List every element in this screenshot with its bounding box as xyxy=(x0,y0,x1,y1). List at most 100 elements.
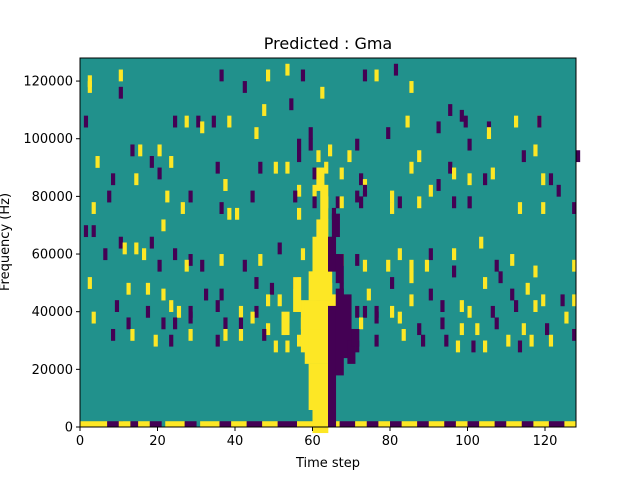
heatmap-cell xyxy=(355,254,360,266)
heatmap-cell xyxy=(390,202,395,214)
heatmap-cell xyxy=(467,305,472,318)
heatmap-cell xyxy=(130,328,135,341)
heatmap-region xyxy=(347,340,356,364)
heatmap-cell xyxy=(483,277,488,289)
heatmap-cell xyxy=(359,173,364,186)
heatmap-cell xyxy=(169,334,174,347)
heatmap-cell xyxy=(262,104,267,116)
heatmap-cell xyxy=(161,219,166,232)
plot-area xyxy=(80,58,581,434)
heatmap-cell xyxy=(118,236,123,249)
heatmap-cell xyxy=(459,109,464,122)
heatmap-cell-bottom xyxy=(390,421,402,428)
heatmap-cell xyxy=(157,144,162,157)
heatmap-cell xyxy=(490,305,495,318)
heatmap-region xyxy=(328,305,337,428)
heatmap-cell xyxy=(173,317,178,330)
heatmap-cell xyxy=(576,150,581,163)
heatmap-cell-bottom xyxy=(455,421,468,428)
heatmap-cell-bottom xyxy=(138,421,151,428)
heatmap-cell xyxy=(409,81,414,93)
heatmap-cell xyxy=(494,259,499,272)
heatmap-cell xyxy=(417,323,422,336)
heatmap-cell xyxy=(463,115,468,128)
heatmap-cell xyxy=(390,305,395,318)
heatmap-cell-bottom xyxy=(521,421,534,428)
heatmap-cell xyxy=(517,202,523,214)
heatmap-cell xyxy=(374,69,379,82)
heatmap-cell xyxy=(266,69,271,82)
heatmap-cell xyxy=(548,173,554,186)
heatmap-cell xyxy=(188,254,193,266)
heatmap-cell xyxy=(176,305,182,318)
heatmap-cell xyxy=(521,323,526,336)
heatmap-cell xyxy=(149,156,154,168)
heatmap-cell xyxy=(297,334,302,347)
heatmap-cell xyxy=(572,202,577,214)
heatmap-cell xyxy=(242,81,247,93)
heatmap-cell xyxy=(510,288,515,301)
heatmap-cell xyxy=(386,127,391,140)
heatmap-cell xyxy=(436,179,441,191)
heatmap-cell-bottom xyxy=(467,421,480,428)
heatmap-cell-bottom xyxy=(506,421,523,428)
heatmap-cell xyxy=(490,167,495,180)
heatmap-cell xyxy=(273,161,278,174)
heatmap-cell xyxy=(312,167,317,180)
heatmap-cell xyxy=(564,311,569,324)
heatmap-cell xyxy=(331,294,337,307)
heatmap-cell xyxy=(91,225,96,238)
heatmap-region xyxy=(328,236,337,272)
x-tick-label: 20 xyxy=(149,434,166,449)
heatmap-cell xyxy=(238,317,244,330)
heatmap-cell-bottom xyxy=(366,421,379,428)
heatmap-cell-bottom xyxy=(130,421,139,428)
x-tick-label: 0 xyxy=(76,434,84,449)
heatmap-cell xyxy=(436,121,441,134)
heatmap-cell xyxy=(200,259,205,272)
y-tick-label: 80000 xyxy=(32,190,73,205)
heatmap-cell xyxy=(362,259,368,272)
heatmap-cell xyxy=(545,323,550,336)
heatmap-cell xyxy=(467,196,472,209)
heatmap-cell xyxy=(452,196,457,209)
heatmap-cell xyxy=(409,259,414,272)
heatmap-cell xyxy=(483,340,488,353)
heatmap-cell xyxy=(452,167,457,180)
heatmap-cell xyxy=(126,282,131,295)
heatmap-cell xyxy=(297,150,302,163)
heatmap-cell xyxy=(157,259,162,272)
heatmap-cell xyxy=(145,305,151,318)
heatmap-cell xyxy=(289,98,294,111)
heatmap-cell xyxy=(359,317,364,330)
heatmap-cell xyxy=(521,150,526,163)
heatmap-cell xyxy=(339,196,344,209)
heatmap-cell xyxy=(471,340,476,353)
heatmap-cell xyxy=(529,334,534,347)
heatmap-cell xyxy=(153,334,158,347)
heatmap-cell xyxy=(277,242,282,255)
heatmap-cell-bottom xyxy=(107,421,123,428)
heatmap-cell xyxy=(390,277,395,289)
heatmap-cell xyxy=(428,184,433,197)
heatmap-cell-bottom xyxy=(479,421,495,428)
heatmap-cell xyxy=(362,305,368,318)
heatmap-cell xyxy=(250,311,255,324)
heatmap-cell-bottom xyxy=(80,421,108,428)
heatmap-cell xyxy=(130,144,135,157)
heatmap-cell xyxy=(111,328,116,341)
heatmap-cell xyxy=(455,340,461,353)
heatmap-cell xyxy=(483,173,488,186)
heatmap-cell xyxy=(285,161,290,174)
heatmap-cell xyxy=(114,300,120,312)
y-tick-label: 60000 xyxy=(32,248,73,263)
heatmap-cell xyxy=(134,242,139,255)
heatmap-cell xyxy=(285,340,290,353)
heatmap-cell xyxy=(335,196,340,209)
heatmap-cell xyxy=(161,288,166,301)
heatmap-cell xyxy=(459,323,464,336)
heatmap-cell xyxy=(397,196,402,209)
heatmap-cell xyxy=(448,161,453,174)
heatmap-cell xyxy=(339,167,344,180)
